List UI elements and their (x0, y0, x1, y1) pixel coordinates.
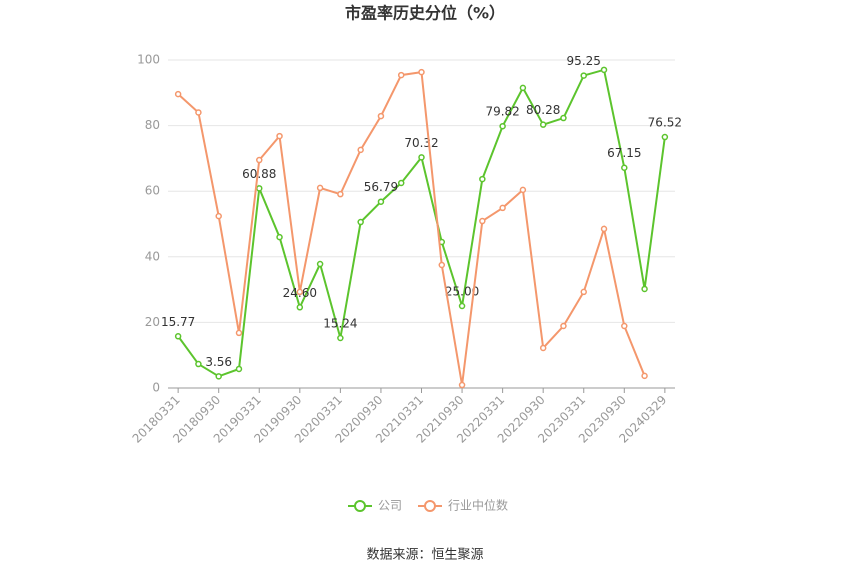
data-label: 79.82 (485, 105, 519, 119)
point (418, 68, 425, 76)
point (499, 204, 506, 212)
point (337, 190, 344, 198)
point (397, 71, 405, 79)
y-tick-label: 40 (145, 249, 160, 263)
source: 数据来源：恒生聚源 (366, 548, 483, 563)
point (641, 285, 648, 293)
y-tick-label: 20 (145, 315, 160, 329)
data-label: 15.77 (161, 315, 195, 329)
point (641, 372, 648, 380)
point (276, 132, 283, 140)
point (580, 72, 587, 79)
series-line (177, 70, 646, 386)
data-label: 70.32 (404, 136, 438, 150)
point (256, 185, 263, 192)
point (357, 146, 364, 154)
data-label: 25.00 (445, 285, 479, 299)
point (235, 329, 243, 337)
point (438, 261, 446, 269)
point (621, 164, 628, 171)
point (458, 302, 466, 310)
point (600, 225, 608, 233)
point (296, 304, 304, 311)
point (397, 179, 405, 187)
point (539, 344, 547, 352)
point (337, 334, 344, 342)
point (499, 122, 506, 130)
point (377, 198, 385, 205)
data-label: 95.25 (567, 54, 601, 68)
data-label: 60.88 (242, 167, 276, 181)
point (621, 322, 628, 330)
legend-label: 行业中位数 (448, 498, 508, 513)
point (174, 90, 182, 98)
y-tick-label: 80 (145, 118, 160, 132)
point (458, 381, 466, 389)
point (316, 260, 324, 268)
point (195, 360, 202, 368)
point (235, 365, 243, 373)
point (479, 217, 486, 225)
legend-marker (424, 500, 436, 512)
y-tick-label: 60 (145, 184, 160, 198)
point (215, 373, 222, 380)
point (600, 66, 608, 74)
point (418, 154, 425, 161)
point (195, 109, 202, 116)
y-tick-label: 100 (137, 53, 160, 67)
point (519, 186, 527, 194)
point (519, 84, 527, 92)
point (661, 133, 669, 141)
y-tick-label: 0 (152, 381, 160, 395)
data-label: 67.15 (607, 146, 641, 160)
point (316, 184, 324, 192)
data-label: 56.79 (364, 180, 398, 194)
legend-label: 公司 (378, 499, 402, 513)
point (479, 175, 486, 183)
data-label: 15.24 (323, 317, 357, 331)
point (174, 333, 182, 340)
data-label: 80.28 (526, 103, 560, 117)
point (560, 114, 567, 122)
point (296, 288, 304, 296)
point (215, 212, 222, 220)
legend-marker (354, 500, 366, 512)
point (276, 233, 283, 241)
data-label: 3.56 (205, 355, 232, 369)
point (256, 156, 263, 164)
point (560, 322, 567, 330)
point (377, 112, 385, 120)
point (539, 121, 547, 128)
data-label: 76.52 (648, 116, 682, 130)
chart-title: 市盈率历史分位（%） (345, 4, 505, 23)
point (580, 288, 587, 296)
point (357, 218, 364, 226)
